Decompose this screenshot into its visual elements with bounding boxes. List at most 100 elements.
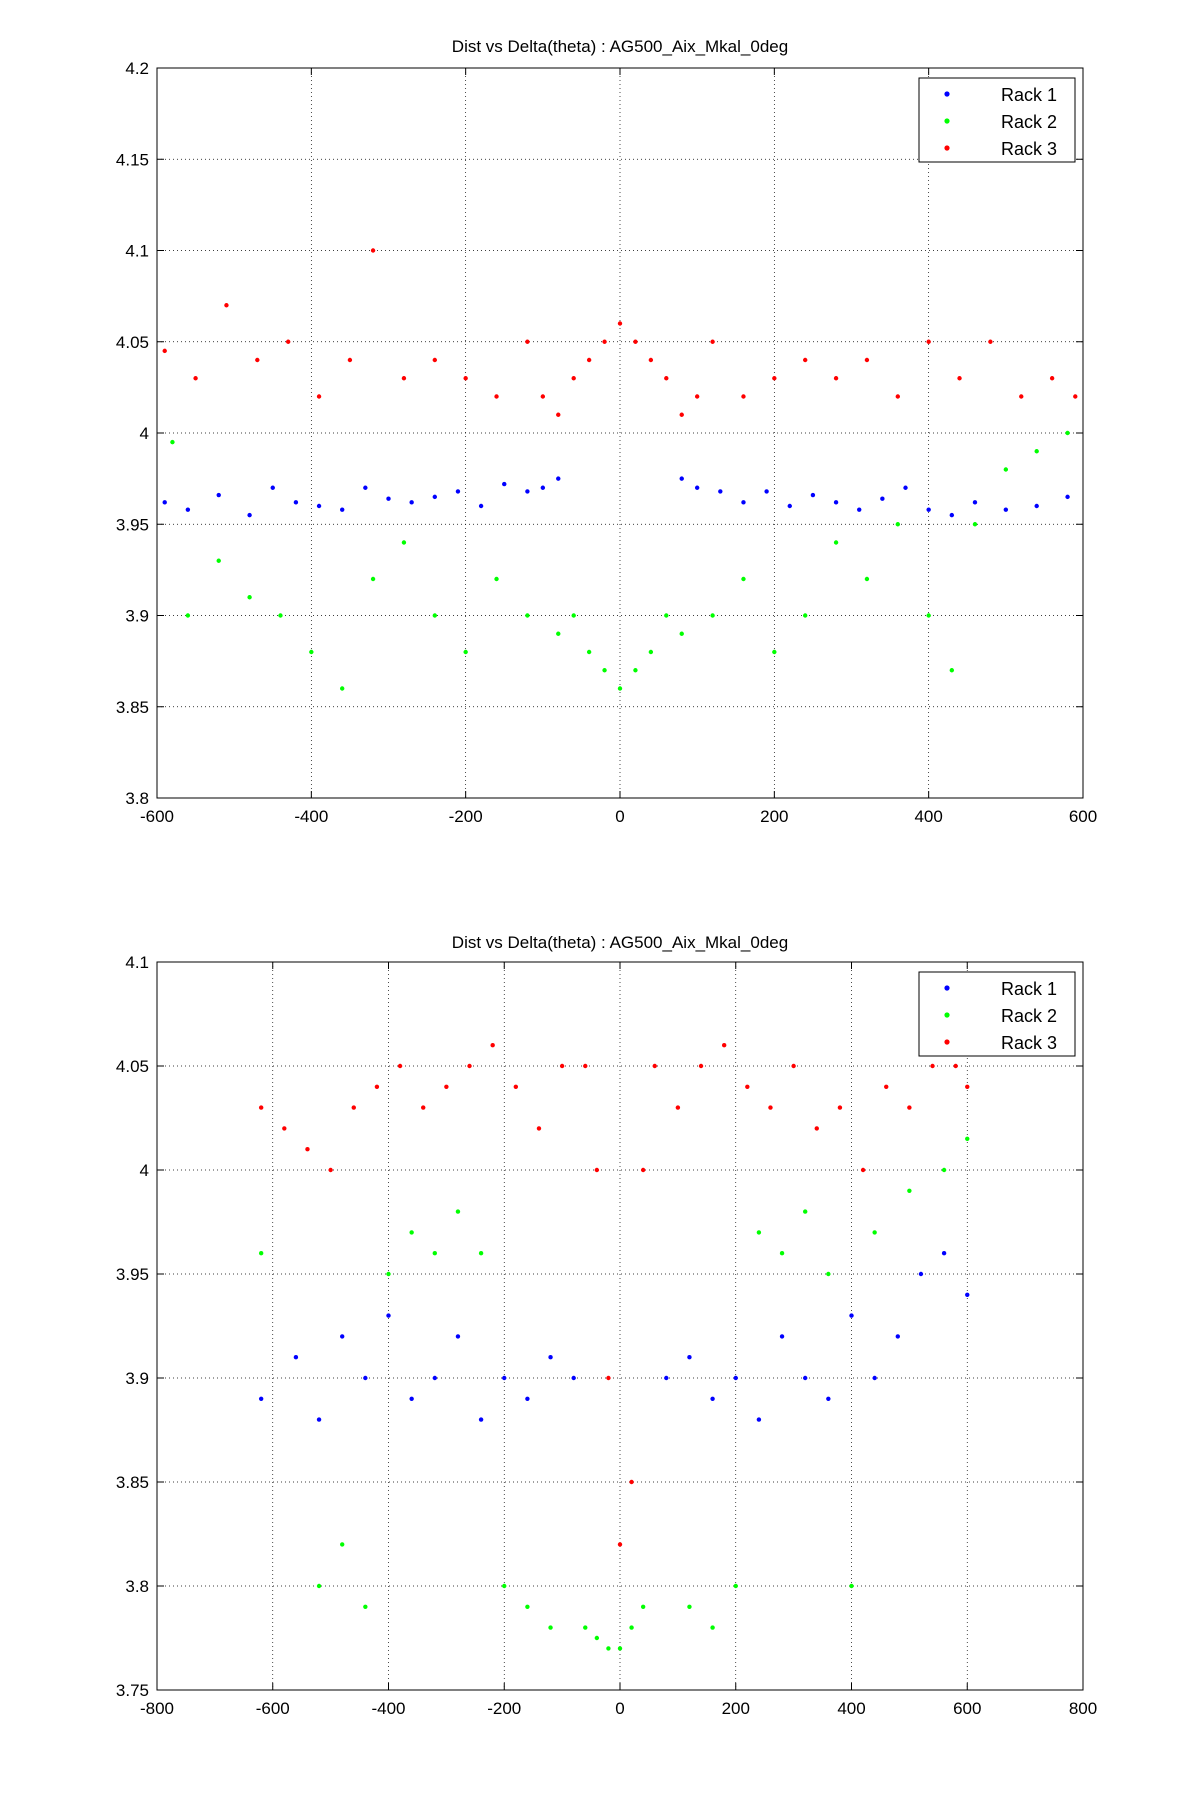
data-point — [787, 503, 792, 509]
data-point — [880, 496, 885, 501]
data-point — [1049, 376, 1055, 381]
legend-label: Rack 1 — [1001, 85, 1057, 105]
data-point — [602, 339, 607, 344]
data-point — [1003, 507, 1009, 512]
data-point — [340, 1334, 345, 1339]
data-point — [409, 500, 414, 505]
data-point — [586, 649, 592, 655]
data-point — [556, 476, 561, 481]
data-point — [710, 1625, 715, 1630]
x-tick-label: 400 — [914, 807, 942, 826]
x-tick-label: -600 — [140, 807, 174, 826]
x-tick-label: 400 — [837, 1699, 865, 1718]
data-point — [421, 1105, 426, 1110]
data-point — [1065, 494, 1070, 500]
data-point — [571, 1375, 576, 1381]
y-tick-label: 3.95 — [116, 1265, 149, 1284]
legend-label: Rack 1 — [1001, 979, 1057, 999]
data-point — [629, 1625, 634, 1630]
data-point — [849, 1313, 854, 1318]
data-point — [370, 576, 376, 582]
data-point — [872, 1230, 877, 1235]
data-point — [772, 376, 777, 381]
data-point — [162, 500, 167, 505]
data-point — [340, 686, 345, 691]
data-point — [694, 485, 700, 490]
data-point — [363, 1375, 368, 1381]
data-point — [525, 489, 530, 494]
data-point — [432, 1251, 437, 1256]
x-tick-label: 600 — [1069, 807, 1097, 826]
data-point — [347, 357, 353, 363]
data-point — [864, 357, 870, 363]
data-point — [617, 686, 623, 691]
chart-title: Dist vs Delta(theta) : AG500_Aix_Mkal_0d… — [452, 37, 788, 56]
data-point — [826, 1396, 831, 1402]
data-point — [328, 1167, 333, 1173]
data-point — [559, 1063, 565, 1069]
data-point — [972, 500, 978, 505]
data-point — [586, 357, 592, 363]
data-point — [779, 1251, 785, 1256]
data-point — [764, 489, 769, 494]
data-point — [548, 1355, 553, 1360]
data-point — [1065, 430, 1070, 436]
legend-marker — [944, 1012, 950, 1018]
data-point — [216, 558, 221, 563]
data-point — [664, 613, 669, 618]
data-point — [633, 339, 638, 344]
y-tick-label: 4.1 — [125, 953, 149, 972]
data-point — [478, 503, 484, 509]
y-tick-label: 4 — [140, 424, 149, 443]
data-point — [833, 540, 839, 545]
data-point — [270, 485, 275, 490]
data-point — [768, 1105, 773, 1110]
y-tick-label: 3.95 — [116, 515, 149, 534]
data-point — [185, 613, 191, 618]
data-point — [803, 613, 808, 618]
data-point — [779, 1334, 785, 1339]
data-point — [594, 1635, 600, 1641]
x-tick-label: 0 — [615, 807, 624, 826]
data-point — [409, 1396, 414, 1402]
data-point — [810, 492, 816, 498]
data-point — [282, 1126, 287, 1131]
y-tick-label: 3.8 — [125, 1577, 149, 1596]
data-point — [814, 1126, 819, 1131]
data-point — [857, 507, 862, 512]
data-point — [756, 1417, 762, 1422]
x-tick-label: -600 — [256, 1699, 290, 1718]
x-tick-label: -200 — [449, 807, 483, 826]
data-point — [309, 649, 314, 655]
data-point — [285, 339, 291, 344]
data-point — [278, 613, 283, 618]
data-point — [803, 357, 808, 363]
data-point — [247, 595, 252, 600]
data-point — [918, 1271, 924, 1277]
data-point — [710, 1396, 715, 1402]
data-point — [648, 357, 654, 363]
data-point — [930, 1063, 935, 1069]
data-point — [926, 613, 931, 618]
legend-marker — [944, 985, 950, 991]
data-point — [502, 1583, 507, 1589]
data-point — [583, 1625, 588, 1630]
series-2 — [258, 1136, 970, 1651]
data-point — [648, 649, 654, 655]
data-point — [833, 500, 839, 505]
data-point — [494, 394, 499, 399]
data-point — [525, 1604, 530, 1610]
data-point — [837, 1105, 843, 1110]
data-point — [949, 512, 955, 518]
data-point — [316, 503, 322, 509]
data-point — [316, 1417, 322, 1422]
legend-label: Rack 2 — [1001, 112, 1057, 132]
data-point — [216, 492, 221, 498]
data-point — [540, 394, 546, 399]
data-point — [502, 481, 507, 487]
data-point — [664, 1375, 669, 1381]
data-point — [432, 1375, 437, 1381]
x-tick-label: 200 — [722, 1699, 750, 1718]
data-point — [957, 376, 962, 381]
data-point — [718, 489, 723, 494]
